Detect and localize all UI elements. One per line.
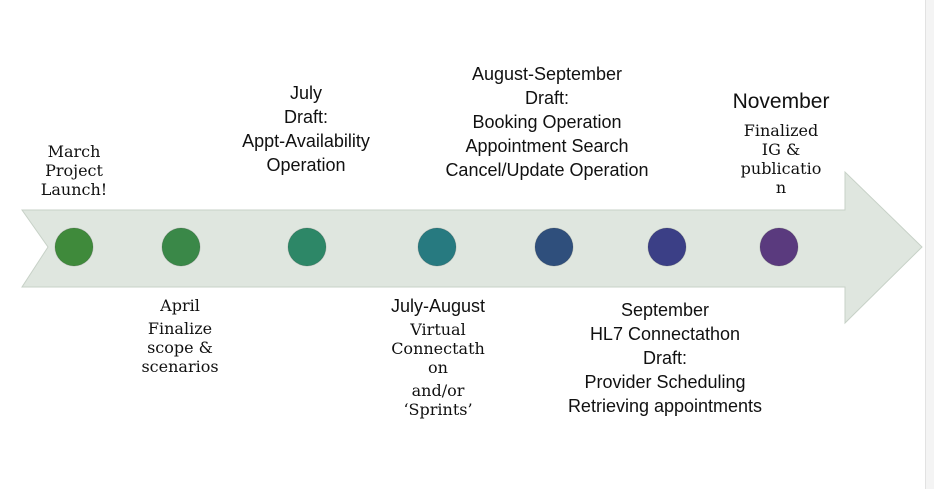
milestone-text-line: Connectath xyxy=(391,339,485,358)
milestone-dot-april xyxy=(161,227,201,267)
milestone-text-line: n xyxy=(775,178,787,197)
milestone-text-line: Appt-Availability xyxy=(242,131,370,151)
milestone-month: November xyxy=(732,90,830,113)
milestone-text-line: Finalize xyxy=(147,319,213,338)
milestone-text-line: March xyxy=(47,142,101,161)
milestone-month: August-September xyxy=(471,64,623,84)
milestone-text-line: Launch! xyxy=(40,180,108,199)
milestone-text-line: Draft: xyxy=(283,107,328,127)
milestone-text-line: scope & xyxy=(147,338,213,357)
milestone-month: July-August xyxy=(390,296,486,316)
milestone-text-line: Provider Scheduling xyxy=(584,372,746,392)
milestone-text-line: Draft: xyxy=(524,88,569,108)
milestone-text-line: and/or xyxy=(411,381,465,400)
milestone-text-line: on xyxy=(428,358,448,377)
milestone-dot-august-september xyxy=(534,227,574,267)
milestone-text-line: Cancel/Update Operation xyxy=(445,160,649,180)
milestone-dot-september xyxy=(647,227,687,267)
milestone-text-line: HL7 Connectathon xyxy=(589,324,741,344)
milestone-text-line: Operation xyxy=(266,155,346,175)
milestone-text-line: IG & xyxy=(761,140,801,159)
milestone-label-july-august: July-August Virtual Connectath on and/or… xyxy=(368,294,508,419)
milestone-label-september: September HL7 Connectathon Draft: Provid… xyxy=(540,298,790,418)
milestone-month: April xyxy=(160,296,200,315)
page-edge-divider xyxy=(925,0,934,489)
milestone-text-line: Finalized xyxy=(743,121,819,140)
milestone-text-line: ‘Sprints’ xyxy=(403,400,473,419)
milestone-text-line: Retrieving appointments xyxy=(567,396,763,416)
milestone-month: September xyxy=(620,300,710,320)
milestone-label-august-september: August-September Draft: Booking Operatio… xyxy=(412,62,682,182)
milestone-dot-march xyxy=(54,227,94,267)
milestone-text-line: scenarios xyxy=(141,357,219,376)
milestone-month: July xyxy=(289,83,322,103)
milestone-text-line: Draft: xyxy=(642,348,687,368)
timeline-arrow xyxy=(21,170,923,325)
milestone-text-line: Virtual xyxy=(410,320,466,339)
milestone-dot-november xyxy=(759,227,799,267)
milestone-label-march: March Project Launch! xyxy=(28,142,120,199)
milestone-label-july: July Draft: Appt-Availability Operation xyxy=(216,81,396,177)
milestone-label-november: November Finalized IG & publicatio n xyxy=(716,89,846,197)
milestone-text-line: Booking Operation xyxy=(472,112,622,132)
milestone-text-line: Project xyxy=(45,161,103,180)
milestone-text-line: publicatio xyxy=(740,159,822,178)
milestone-label-april: April Finalize scope & scenarios xyxy=(125,296,235,376)
milestone-dot-july xyxy=(287,227,327,267)
milestone-dot-july-august xyxy=(417,227,457,267)
milestone-text-line: Appointment Search xyxy=(465,136,629,156)
